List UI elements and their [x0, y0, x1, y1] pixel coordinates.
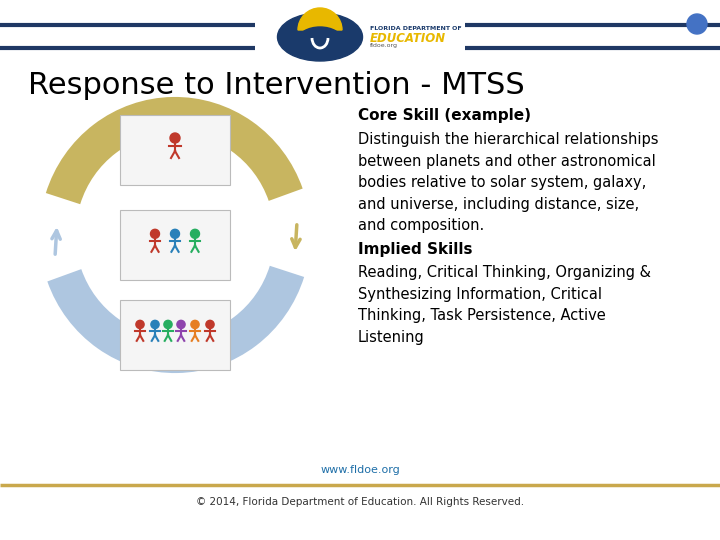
Text: EDUCATION: EDUCATION: [370, 31, 446, 44]
Circle shape: [171, 230, 179, 238]
FancyBboxPatch shape: [120, 115, 230, 185]
Text: © 2014, Florida Department of Education. All Rights Reserved.: © 2014, Florida Department of Education.…: [196, 497, 524, 507]
Text: Distinguish the hierarchical relationships
between planets and other astronomica: Distinguish the hierarchical relationshi…: [358, 132, 659, 233]
Circle shape: [136, 320, 144, 328]
Ellipse shape: [277, 13, 362, 61]
Circle shape: [177, 320, 185, 328]
FancyBboxPatch shape: [120, 300, 230, 370]
Text: FLORIDA DEPARTMENT OF: FLORIDA DEPARTMENT OF: [370, 26, 462, 31]
Text: Response to Intervention - MTSS: Response to Intervention - MTSS: [28, 71, 525, 99]
Circle shape: [170, 133, 180, 143]
Circle shape: [151, 320, 159, 328]
Circle shape: [206, 320, 214, 328]
Wedge shape: [298, 8, 342, 30]
Circle shape: [687, 14, 707, 34]
Text: Core Skill (example): Core Skill (example): [358, 108, 531, 123]
Circle shape: [164, 320, 172, 328]
Text: Implied Skills: Implied Skills: [358, 242, 472, 257]
Ellipse shape: [298, 27, 342, 53]
Circle shape: [191, 230, 199, 238]
Text: fldoe.org: fldoe.org: [370, 44, 398, 49]
FancyBboxPatch shape: [120, 210, 230, 280]
Text: Reading, Critical Thinking, Organizing &
Synthesizing Information, Critical
Thin: Reading, Critical Thinking, Organizing &…: [358, 265, 651, 345]
Circle shape: [150, 230, 160, 238]
Text: www.fldoe.org: www.fldoe.org: [320, 465, 400, 475]
Circle shape: [191, 320, 199, 328]
